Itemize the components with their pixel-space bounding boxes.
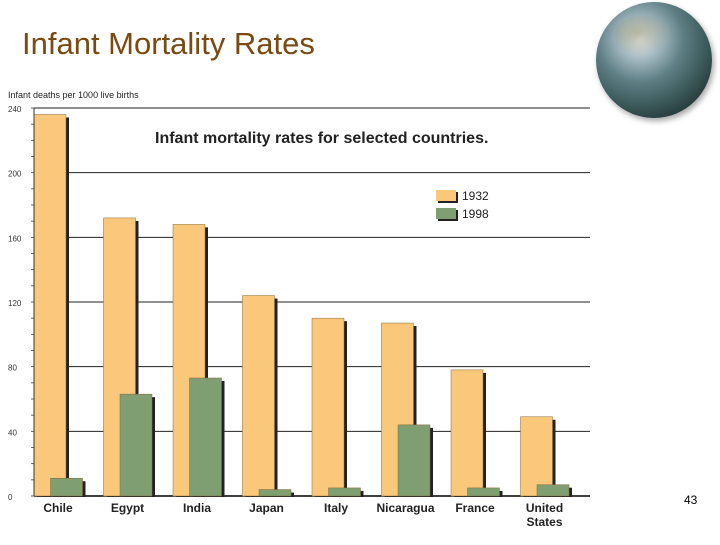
legend-label: 1932	[462, 189, 489, 203]
y-tick-label: 120	[8, 299, 22, 308]
bar-1932	[172, 224, 206, 497]
x-tick-label: Nicaragua	[376, 501, 434, 515]
bar-1998	[50, 477, 83, 497]
globe-icon	[596, 2, 712, 118]
axes: 0 40 80 120 160 200 240 Chile Egypt India Japan Ita…	[8, 105, 563, 529]
bar-1932	[311, 317, 345, 497]
legend-swatch-1932	[436, 190, 456, 201]
x-tick-label: Egypt	[111, 501, 144, 515]
bar-1932	[33, 114, 67, 497]
y-tick-label: 200	[8, 170, 22, 179]
legend-label: 1998	[462, 207, 489, 221]
page-number: 43	[684, 493, 698, 507]
bar-1998	[397, 424, 431, 497]
y-tick-label: 160	[8, 234, 22, 243]
chart-title: Infant mortality rates for selected coun…	[155, 130, 488, 147]
bar-1998	[189, 377, 222, 497]
y-tick-label: 240	[8, 105, 22, 114]
legend: 1932 1998	[436, 189, 489, 221]
y-axis-label: Infant deaths per 1000 live births	[8, 90, 139, 100]
bar-1998	[119, 393, 153, 497]
x-tick-label: Chile	[43, 501, 73, 515]
bar-1998	[258, 489, 292, 497]
bars	[33, 114, 572, 497]
bar-chart: Infant deaths per 1000 live births Infan…	[0, 88, 600, 540]
y-tick-label: 40	[8, 428, 17, 437]
bar-1932	[450, 369, 484, 497]
bar-1932	[520, 416, 553, 497]
legend-swatch-1998	[436, 208, 456, 219]
bar-1998	[328, 487, 361, 497]
x-tick-label: United States	[526, 501, 563, 529]
x-tick-label: India	[183, 501, 211, 515]
y-tick-label: 0	[8, 493, 13, 502]
bar-1932	[242, 295, 275, 497]
bar-1998	[536, 484, 570, 497]
y-tick-label: 80	[8, 364, 17, 373]
x-tick-label: Japan	[249, 501, 284, 515]
bar-1998	[467, 487, 500, 497]
x-tick-label: Italy	[324, 501, 348, 515]
slide-title: Infant Mortality Rates	[22, 26, 315, 61]
x-tick-label: France	[455, 501, 495, 515]
